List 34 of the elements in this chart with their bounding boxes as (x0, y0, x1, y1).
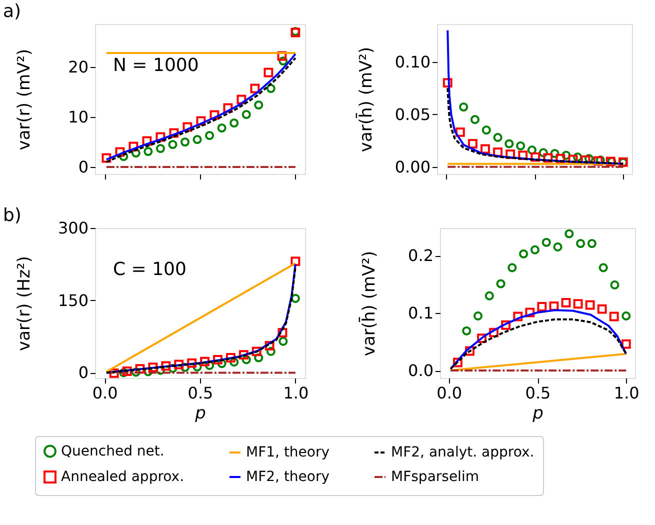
annotation: N = 1000 (113, 55, 199, 76)
y-tick-label: 0.10 (394, 52, 430, 72)
x-tick-label: 0.5 (188, 384, 214, 402)
text: b) (3, 205, 22, 226)
y-tick-label: 10 (68, 108, 88, 126)
legend-label: MF1, theory (246, 444, 330, 460)
y-tick-label: 0 (78, 158, 88, 176)
x-tick-label: 1.0 (614, 384, 640, 402)
y-tick-label: 150 (58, 290, 88, 310)
x-tick-label: 0.0 (436, 384, 462, 402)
y-axis-title: var(r) (mV²) (14, 48, 34, 150)
y-tick-label: 20 (68, 58, 88, 76)
x-tick-label: 0.0 (92, 384, 118, 402)
text: a) (3, 1, 22, 22)
x-tick-label: 1.0 (283, 384, 309, 402)
y-tick-label: 0.00 (394, 157, 430, 176)
y-tick-label: 0.2 (408, 246, 434, 266)
y-axis-title: var(h̄) (mV²) (355, 46, 376, 152)
x-axis-title: p (532, 404, 544, 424)
legend-label: Quenched net. (61, 443, 164, 460)
y-tick-label: 0 (78, 363, 88, 382)
legend-label: MFsparselim (391, 469, 479, 485)
x-axis-title: p (194, 404, 206, 424)
y-axis-title: var(r) (Hz²) (14, 256, 34, 351)
annotation: C = 100 (113, 259, 186, 280)
y-axis-title: var(h̄) (mV²) (358, 250, 380, 356)
y-tick-label: 0.0 (408, 361, 434, 380)
y-tick-label: 0.05 (394, 104, 430, 124)
legend-label: MF2, theory (246, 469, 330, 485)
legend-label: Annealed approx. (61, 469, 184, 485)
legend-label: MF2, analyt. approx. (391, 444, 534, 460)
y-tick-label: 300 (58, 218, 88, 238)
x-tick-label: 0.5 (525, 384, 551, 402)
y-tick-label: 0.1 (408, 304, 434, 323)
